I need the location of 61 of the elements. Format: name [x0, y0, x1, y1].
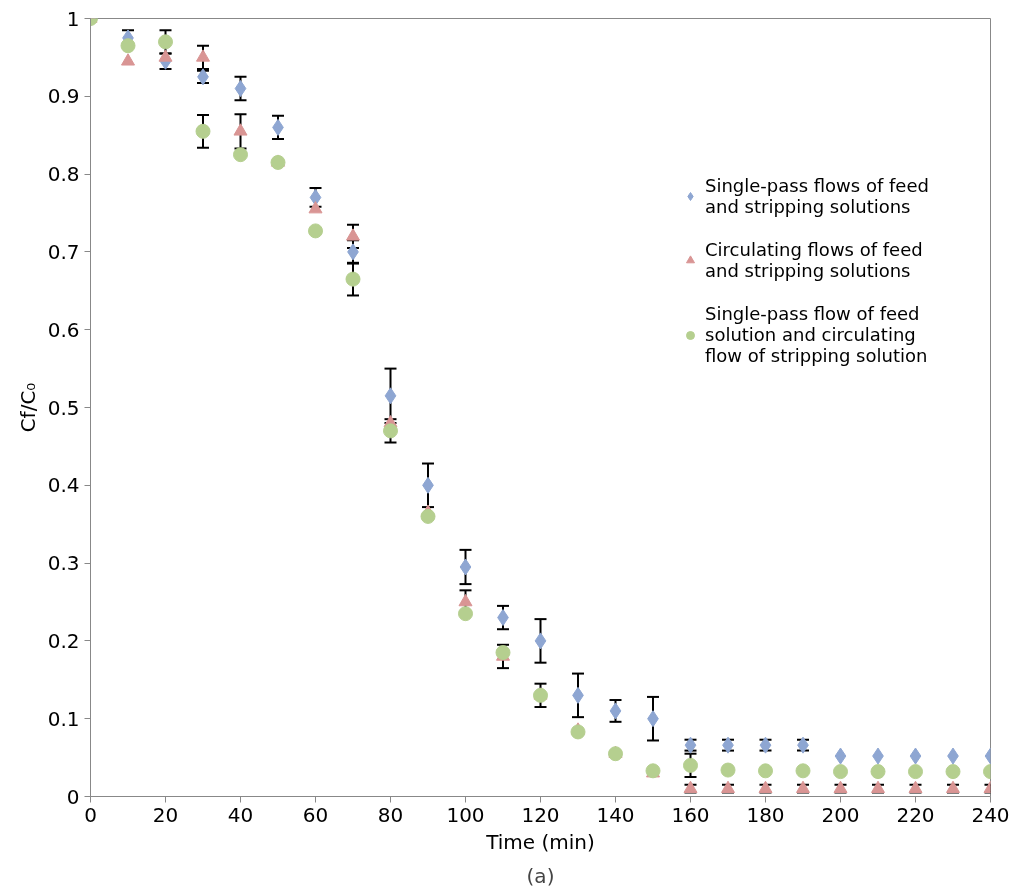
y-tick-label: 0.2 — [47, 628, 80, 653]
y-tick-label: 0.3 — [47, 551, 80, 576]
point — [758, 763, 773, 779]
x-tick-label: 140 — [596, 802, 635, 827]
point — [683, 757, 698, 773]
x-tick-label: 180 — [746, 802, 785, 827]
point — [458, 606, 473, 622]
point — [834, 747, 847, 765]
x-tick-label: 60 — [302, 802, 329, 827]
point — [346, 228, 360, 241]
y-tick-label: 0.8 — [47, 162, 80, 187]
point — [384, 387, 397, 405]
x-tick-label: 40 — [227, 802, 254, 827]
y-tick-label: 0.9 — [47, 84, 80, 109]
point — [909, 747, 922, 765]
y-axis-title: Cf/C₀ — [15, 382, 40, 433]
point — [908, 764, 923, 780]
x-tick-label: 220 — [896, 802, 935, 827]
point — [720, 762, 736, 778]
point — [945, 764, 961, 780]
x-axis-title: Time (min) — [485, 829, 595, 854]
x-tick-label: 20 — [152, 802, 179, 827]
y-tick-label: 0.6 — [47, 317, 80, 342]
point — [121, 53, 135, 66]
text: (a) — [526, 863, 555, 888]
y-tick-label: 0.5 — [47, 395, 80, 420]
point — [195, 123, 211, 139]
point — [308, 223, 323, 239]
point — [158, 49, 173, 62]
point — [345, 271, 361, 287]
point — [196, 49, 210, 62]
x-tick-label: 80 — [377, 802, 404, 827]
point — [870, 764, 886, 780]
x-tick-label: 100 — [446, 802, 485, 827]
x-tick-label: 0 — [84, 802, 97, 827]
point — [459, 558, 472, 576]
y-tick-label: 0.7 — [47, 239, 80, 264]
point — [234, 80, 247, 98]
x-tick-label: 120 — [521, 802, 560, 827]
x-tick-label: 200 — [821, 802, 860, 827]
point — [570, 724, 586, 740]
legend-label: Circulating flows of feed and stripping solutions — [705, 239, 923, 281]
y-tick-label: 0.1 — [47, 706, 80, 731]
legend-label: Single-pass flow of feed solution and circulating flow of stripping solution — [705, 303, 928, 366]
y-tick-label: 0 — [66, 784, 80, 809]
point — [233, 147, 248, 163]
point — [120, 38, 136, 54]
point — [534, 632, 547, 650]
y-tick-label: 0.4 — [47, 473, 80, 498]
point — [158, 34, 173, 50]
x-tick-label: 240 — [971, 802, 1010, 827]
point — [420, 508, 436, 524]
point — [458, 593, 473, 607]
x-tick-label: 160 — [671, 802, 710, 827]
point — [233, 123, 248, 136]
point — [308, 201, 323, 214]
point — [795, 763, 811, 779]
point — [833, 764, 848, 780]
legend-label: Single-pass flows of feed and stripping solutions — [705, 175, 929, 217]
y-tick-label: 1 — [66, 6, 80, 31]
point — [608, 746, 623, 762]
